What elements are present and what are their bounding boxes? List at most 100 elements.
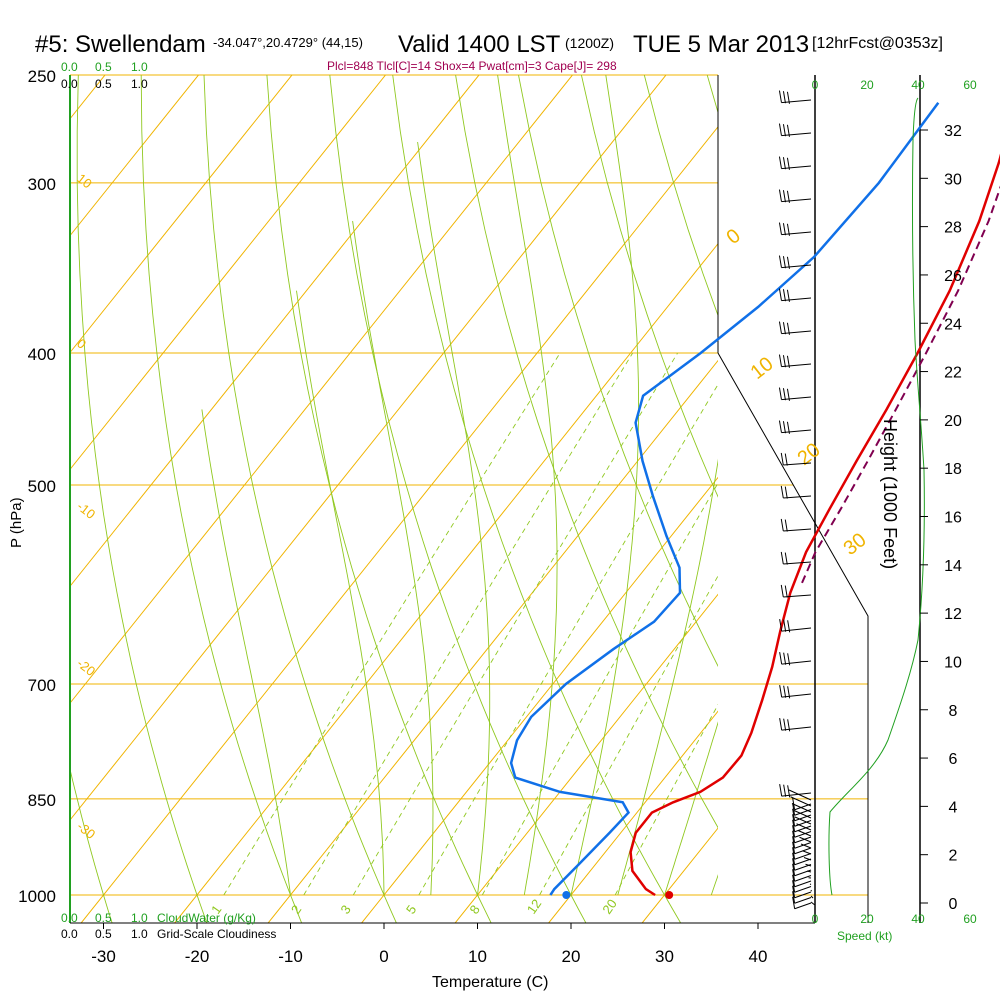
- wind-barb: [796, 823, 812, 831]
- indices-line: Plcl=848 Tlcl[C]=14 Shox=4 Pwat[cm]=3 Ca…: [327, 59, 617, 73]
- moist-adiabats: [201, 75, 718, 895]
- wind-barb-feather: [780, 584, 784, 598]
- wind-barb-feather: [779, 619, 783, 632]
- wind-barb-feather: [792, 896, 796, 909]
- wind-barb: [781, 792, 812, 797]
- wind-barb-feather: [787, 719, 791, 732]
- dry-adiabat: [266, 75, 492, 923]
- wind-barb-feather: [782, 388, 786, 401]
- cloudwater-bottom-label: 1.0: [131, 911, 148, 925]
- wind-barb: [781, 165, 812, 170]
- wind-barb-feather: [787, 620, 791, 633]
- wind-barb-feather: [783, 718, 787, 731]
- moist-adiabat: [352, 220, 434, 895]
- wind-barb-feather: [782, 355, 786, 368]
- y-axis-label: P (hPa): [8, 497, 25, 548]
- wind-barb-feather: [783, 685, 787, 698]
- wind-barb-feather: [792, 891, 796, 904]
- wind-barb: [790, 796, 812, 807]
- wind-barb-feather: [792, 858, 796, 871]
- wind-barb-feather: [778, 255, 782, 268]
- moist-adiabat: [617, 458, 718, 895]
- temperature-tick-label: 30: [655, 947, 674, 966]
- speed-top-label: 60: [963, 78, 977, 92]
- cloudwater-bottom-label: 0.0: [61, 911, 78, 925]
- dry-adiabat: [853, 0, 1000, 924]
- isotherm-line: [173, 242, 718, 923]
- wind-barb-feather: [782, 289, 786, 302]
- wind-barb-feather: [778, 321, 782, 334]
- wind-barb-feather: [784, 552, 788, 565]
- isotherm-line: [454, 593, 718, 923]
- wind-barb: [810, 895, 814, 899]
- wind-barb-feather: [792, 819, 796, 832]
- wind-barb: [805, 863, 812, 867]
- wind-barb-feather: [792, 880, 796, 893]
- wind-barb-feather: [782, 91, 786, 104]
- temperature-tick-label: 0: [379, 947, 388, 966]
- wind-barb: [794, 825, 812, 833]
- wind-barb: [799, 836, 812, 843]
- isotherm-lines: [0, 0, 718, 924]
- wind-barb-feather: [792, 830, 796, 843]
- speed-axis-label: Speed (kt): [837, 929, 892, 943]
- wind-barb-feather: [783, 784, 787, 797]
- x-axis-label: Temperature (C): [432, 974, 548, 991]
- wind-barb: [794, 897, 812, 904]
- dry-adiabats: [0, 0, 1000, 924]
- wind-barb: [783, 528, 812, 532]
- isotherm-line: [70, 75, 200, 237]
- wind-barb-feather: [780, 518, 784, 532]
- isotherm-label: -30: [74, 819, 98, 842]
- moist-adiabat: [201, 409, 291, 895]
- height-tick-label: 18: [944, 461, 962, 478]
- wind-barb-feather: [778, 90, 782, 103]
- wind-barb: [781, 429, 812, 434]
- temperature-tick-label: -30: [91, 947, 116, 966]
- wind-barb-feather: [780, 551, 784, 565]
- wind-barbs: [778, 90, 815, 910]
- wind-barb-feather: [786, 289, 790, 302]
- height-tick-label: 28: [944, 220, 962, 237]
- height-tick-label: 6: [949, 751, 958, 768]
- speed-top-label: 40: [911, 78, 925, 92]
- isotherm-label: 0: [74, 336, 89, 352]
- cloudiness-top-label: 0.5: [95, 77, 112, 91]
- wind-barb: [794, 886, 812, 893]
- wind-barb: [800, 843, 812, 849]
- wind-barb-feather: [786, 322, 790, 335]
- wind-barb: [806, 870, 812, 873]
- wind-barb: [794, 880, 812, 888]
- wind-barb-feather: [779, 685, 783, 698]
- wind-barb-feather: [778, 420, 782, 433]
- wind-barb: [797, 830, 812, 837]
- wind-barb: [781, 396, 812, 401]
- mixing-ratio-labels: 1 2 3 5 8 12 20: [208, 896, 620, 916]
- pressure-tick-label: 400: [28, 345, 56, 364]
- wind-barb-feather: [792, 869, 796, 882]
- wind-barb: [791, 803, 812, 813]
- wind-barb-feather: [792, 814, 796, 827]
- dry-adiabat: [76, 75, 208, 923]
- wind-barb: [781, 297, 812, 302]
- pressure-tick-label: 300: [28, 175, 56, 194]
- temperature-tick-label: -20: [185, 947, 210, 966]
- height-tick-label: 16: [944, 510, 962, 527]
- wind-barb: [783, 561, 812, 565]
- pressure-lines: [70, 74, 868, 896]
- moist-adiabat: [570, 75, 640, 895]
- isotherm-label: 20: [794, 439, 825, 470]
- wind-barb: [794, 858, 812, 866]
- wind-barb: [783, 594, 812, 598]
- height-tick-label: 2: [949, 848, 958, 865]
- wind-barb-feather: [792, 874, 796, 887]
- dry-adiabat: [0, 0, 18, 924]
- wind-barb: [781, 660, 812, 665]
- wind-barb: [794, 820, 812, 827]
- wind-barb-feather: [779, 718, 783, 731]
- wind-barb-feather: [792, 847, 796, 860]
- isotherm-line: [0, 0, 24, 924]
- wind-barb: [794, 891, 812, 899]
- speed-bottom-label: 20: [860, 912, 874, 926]
